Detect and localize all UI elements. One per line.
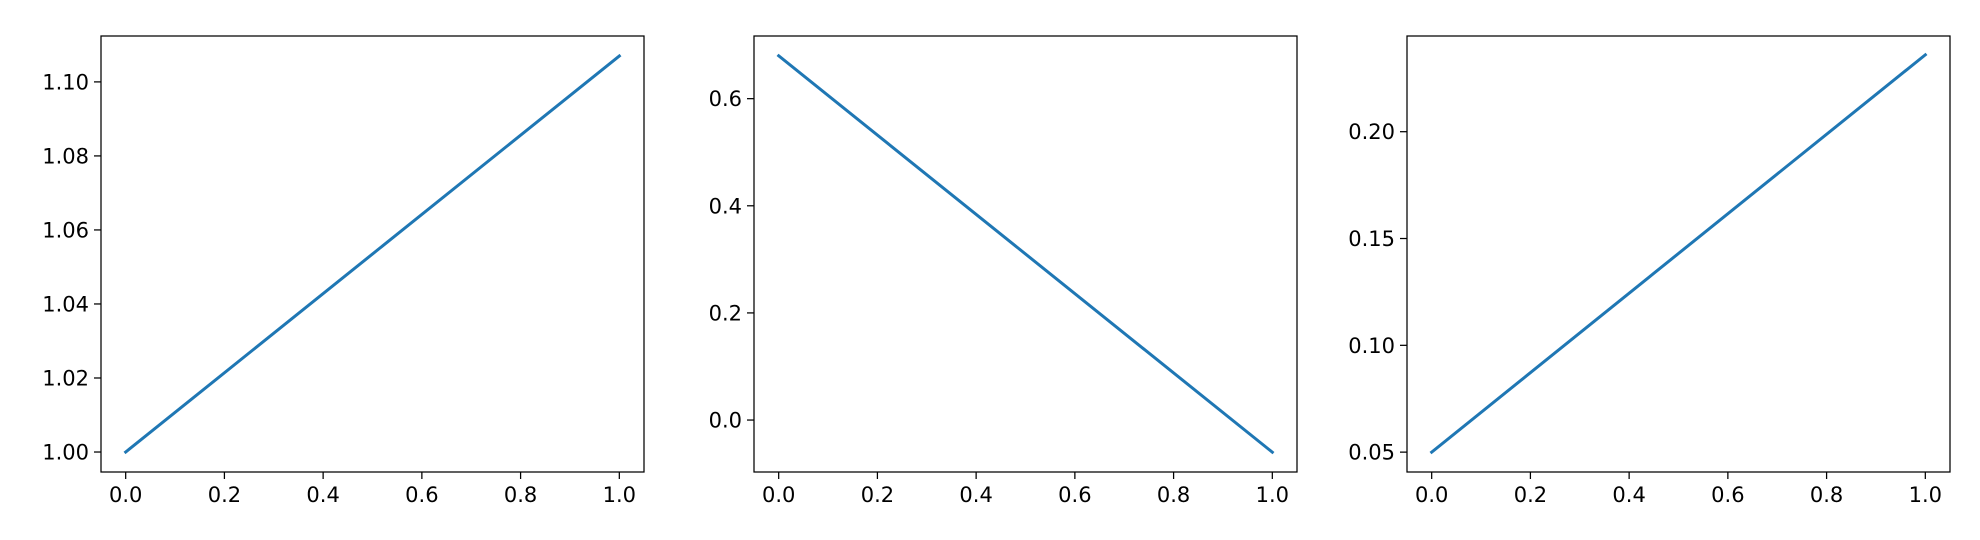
subplot-1: 0.0 0.2 0.4 0.6 0.8 1.0 1.00 1.02 1.04 1.06 1.08 1.… bbox=[42, 35, 645, 507]
series-line bbox=[776, 53, 1275, 455]
x-tick-label: 1.0 bbox=[603, 483, 636, 507]
y-tick-label: 1.02 bbox=[42, 366, 89, 390]
x-tick-label: 0.0 bbox=[762, 483, 795, 507]
y-tick-label: 0.2 bbox=[709, 301, 742, 325]
subplot-2: 0.0 0.2 0.4 0.6 0.8 1.0 0.0 0.2 0.4 0.6 bbox=[709, 35, 1298, 507]
y-tick-label: 1.10 bbox=[42, 70, 89, 94]
y-tick-label: 1.04 bbox=[42, 292, 89, 316]
x-tick-label: 0.0 bbox=[1415, 483, 1448, 507]
x-tick-label: 0.4 bbox=[306, 483, 339, 507]
y-tick-label: 0.4 bbox=[709, 194, 742, 218]
y-tick-label: 0.05 bbox=[1348, 441, 1395, 465]
y-tick-label: 1.08 bbox=[42, 144, 89, 168]
x-tick-label: 0.2 bbox=[861, 483, 894, 507]
x-tick-label: 1.0 bbox=[1909, 483, 1942, 507]
y-tick-label: 0.15 bbox=[1348, 227, 1395, 251]
x-tick-label: 1.0 bbox=[1256, 483, 1289, 507]
y-tick-label: 0.20 bbox=[1348, 120, 1395, 144]
y-tick-label: 1.06 bbox=[42, 218, 89, 242]
y-tick-label: 1.00 bbox=[42, 441, 89, 465]
plot-frame bbox=[753, 35, 1298, 473]
x-tick-label: 0.8 bbox=[1810, 483, 1843, 507]
y-tick-label: 0.10 bbox=[1348, 334, 1395, 358]
y-tick-label: 0.0 bbox=[709, 409, 742, 433]
series-line bbox=[123, 53, 622, 455]
x-tick-label: 0.4 bbox=[1612, 483, 1645, 507]
plot-frame bbox=[1406, 35, 1951, 473]
x-tick-label: 0.8 bbox=[504, 483, 537, 507]
x-tick-label: 0.6 bbox=[1058, 483, 1091, 507]
x-tick-label: 0.4 bbox=[959, 483, 992, 507]
subplot-3: 0.0 0.2 0.4 0.6 0.8 1.0 0.05 0.10 0.15 0.20 bbox=[1348, 35, 1951, 507]
y-tick-label: 0.6 bbox=[709, 87, 742, 111]
x-tick-label: 0.8 bbox=[1157, 483, 1190, 507]
x-tick-label: 0.2 bbox=[208, 483, 241, 507]
series-line bbox=[1429, 52, 1928, 455]
x-tick-label: 0.6 bbox=[405, 483, 438, 507]
plot-frame bbox=[100, 35, 645, 473]
x-tick-label: 0.0 bbox=[109, 483, 142, 507]
x-tick-label: 0.2 bbox=[1514, 483, 1547, 507]
x-tick-label: 0.6 bbox=[1711, 483, 1744, 507]
